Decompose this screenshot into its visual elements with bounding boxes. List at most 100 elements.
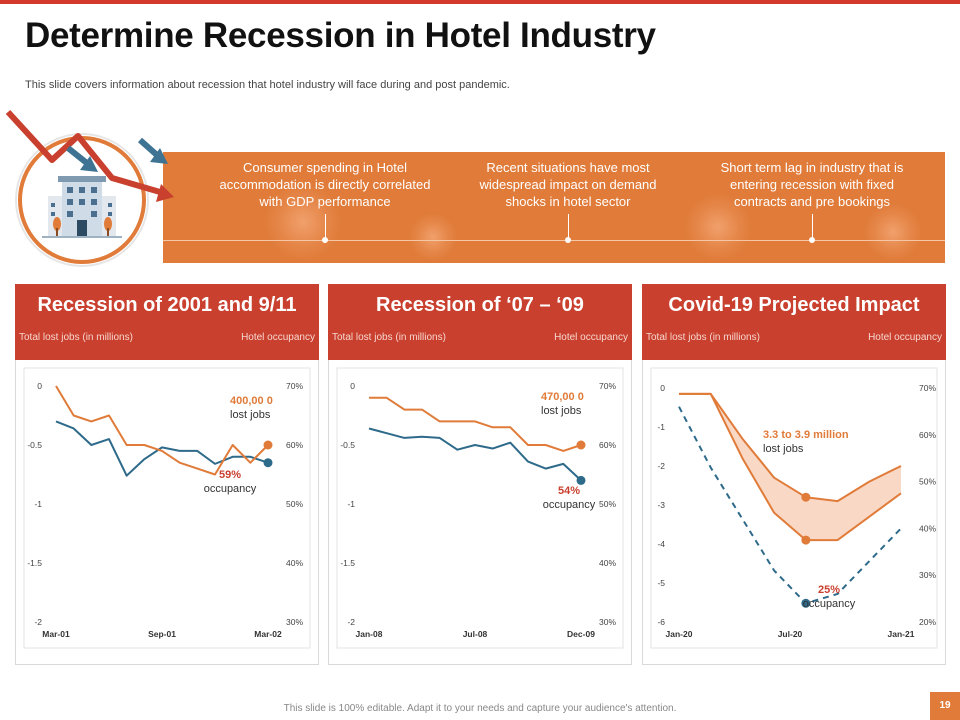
x-tick-label: Dec-09	[567, 629, 595, 639]
y-left-tick-label: -1.5	[340, 558, 355, 568]
y-right-tick-label: 50%	[919, 477, 936, 487]
panel-header: Covid-19 Projected Impact Total lost job…	[642, 284, 946, 360]
y-right-tick-label: 60%	[919, 430, 936, 440]
banner-item-2: Recent situations have most widespread i…	[479, 160, 657, 209]
banner-dot	[809, 237, 815, 243]
x-tick-label: Mar-02	[254, 629, 282, 639]
x-tick-label: Mar-01	[42, 629, 70, 639]
footer-note: This slide is 100% editable. Adapt it to…	[283, 703, 677, 714]
decline-arrow-icon	[5, 109, 174, 202]
series-marker-2	[801, 535, 811, 545]
y-right-tick-label: 40%	[599, 558, 616, 568]
y-left-tick-label: -0.5	[27, 440, 42, 450]
y-right-tick-label: 50%	[286, 499, 303, 509]
burst-decoration	[408, 212, 458, 262]
annotation-jobs-text: lost jobs	[763, 443, 804, 455]
hotel-building-icon	[42, 176, 122, 238]
series-line-1	[679, 392, 902, 503]
banner-timeline	[163, 240, 945, 241]
banner-item-1: Consumer spending in Hotel accommodation…	[219, 160, 431, 209]
x-tick-label: Jan-08	[356, 629, 383, 639]
page-number: 19	[930, 692, 960, 720]
lost-jobs-label: Total lost jobs (in millions)	[332, 332, 446, 343]
chart-covid-impact: 0 -1 -2 -3 -4 -5 -6 70% 60% 50% 40% 30% 20% Jan-20 Jul…	[650, 367, 938, 649]
series-line-1	[368, 427, 582, 482]
y-right-tick-label: 30%	[286, 617, 303, 627]
panel-covid-impact: Covid-19 Projected Impact Total lost job…	[642, 284, 946, 665]
banner-stem	[568, 214, 569, 239]
lost-jobs-label: Total lost jobs (in millions)	[19, 332, 133, 343]
banner-item-3: Short term lag in industry that is enter…	[720, 160, 904, 209]
plot-frame	[650, 367, 938, 649]
series-marker-2	[263, 440, 273, 450]
y-left-tick-label: -0.5	[340, 440, 355, 450]
panel-header: Recession of ‘07 – ‘09 Total lost jobs (…	[328, 284, 632, 360]
y-left-tick-label: 0	[350, 381, 355, 391]
plot-frame	[23, 367, 311, 649]
y-left-tick-label: -1.5	[27, 558, 42, 568]
lost-jobs-label: Total lost jobs (in millions)	[646, 332, 760, 343]
y-right-tick-label: 40%	[919, 523, 936, 533]
plot-frame	[336, 367, 624, 649]
annotation-jobs-value: 3.3 to 3.9 million	[763, 429, 849, 441]
y-left-tick-label: -2	[34, 617, 42, 627]
panel-recession-2001: Recession of 2001 and 9/11 Total lost jo…	[15, 284, 319, 665]
series-line-3	[678, 406, 902, 605]
annotation-jobs-value: 470,00 0	[541, 391, 584, 403]
banner-dot	[565, 237, 571, 243]
annotation-jobs-value: 400,00 0	[230, 395, 273, 407]
y-right-tick-label: 70%	[286, 381, 303, 391]
hotel-decline-illustration	[5, 109, 174, 267]
hotel-occupancy-label: Hotel occupancy	[241, 332, 315, 343]
y-left-tick-label: -1	[347, 499, 355, 509]
slide-subtitle: This slide covers information about rece…	[25, 79, 510, 91]
x-tick-label: Jul-08	[463, 629, 488, 639]
panel-title: Recession of ‘07 – ‘09	[376, 294, 584, 316]
series-line-2	[369, 396, 582, 452]
y-left-tick-label: -6	[657, 617, 665, 627]
projected-range-band	[679, 393, 901, 541]
y-right-tick-label: 60%	[599, 440, 616, 450]
y-right-tick-label: 70%	[599, 381, 616, 391]
annotation-jobs-text: lost jobs	[230, 409, 271, 421]
hotel-occupancy-label: Hotel occupancy	[554, 332, 628, 343]
series-marker-1	[263, 458, 273, 468]
annotation-jobs-text: lost jobs	[541, 405, 582, 417]
burst-decoration	[863, 202, 923, 262]
annotation-occupancy-text: occupancy	[543, 499, 596, 511]
x-tick-label: Jul-20	[778, 629, 803, 639]
y-right-tick-label: 30%	[599, 617, 616, 627]
series-line-1	[55, 420, 269, 477]
burst-decoration	[683, 192, 753, 262]
chart-recession-2001: 0 -0.5 -1 -1.5 -2 70% 60% 50% 40% 30% Mar-01 Sep-01…	[23, 367, 311, 649]
banner-dot	[322, 237, 328, 243]
y-left-tick-label: -2	[347, 617, 355, 627]
series-line-2	[55, 385, 269, 476]
x-tick-label: Jan-21	[888, 629, 915, 639]
y-left-tick-label: -5	[657, 578, 665, 588]
down-arrow-icon	[138, 137, 168, 164]
y-right-tick-label: 40%	[286, 558, 303, 568]
panel-title: Covid-19 Projected Impact	[668, 294, 920, 316]
annotation-occupancy-text: occupancy	[204, 483, 257, 495]
series-marker-1	[576, 475, 586, 485]
x-tick-label: Jan-20	[666, 629, 693, 639]
y-left-tick-label: -1	[34, 499, 42, 509]
y-right-tick-label: 30%	[919, 570, 936, 580]
banner-stem	[812, 214, 813, 239]
y-left-tick-label: -4	[657, 539, 665, 549]
y-left-tick-label: -2	[657, 461, 665, 471]
panel-title: Recession of 2001 and 9/11	[37, 294, 297, 316]
series-marker-1	[801, 492, 811, 502]
chart-recession-07-09: 0 -0.5 -1 -1.5 -2 70% 60% 50% 40% 30% Jan-08 Jul-08…	[336, 367, 624, 649]
y-left-tick-label: -1	[657, 422, 665, 432]
annotation-occupancy-text: occupancy	[803, 598, 856, 610]
burst-decoration	[263, 182, 343, 262]
panel-header: Recession of 2001 and 9/11 Total lost jo…	[15, 284, 319, 360]
annotation-occupancy-value: 25%	[818, 584, 840, 596]
banner-stem	[325, 214, 326, 239]
y-left-tick-label: 0	[37, 381, 42, 391]
y-left-tick-label: -3	[657, 500, 665, 510]
annotation-occupancy-value: 54%	[558, 485, 580, 497]
y-right-tick-label: 20%	[919, 617, 936, 627]
